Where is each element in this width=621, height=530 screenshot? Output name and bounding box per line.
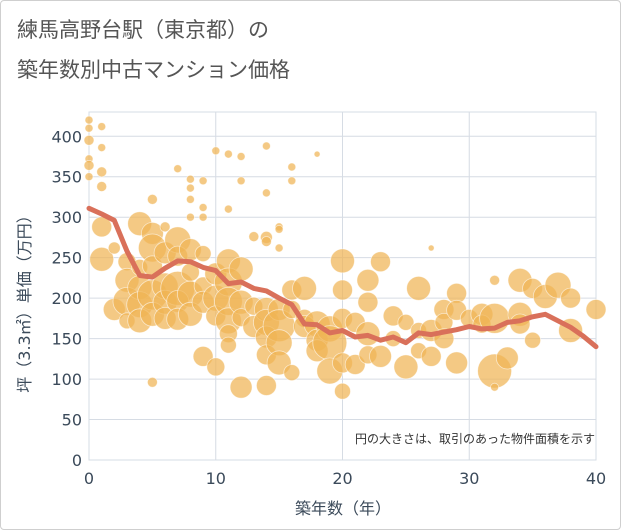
data-point [185, 212, 195, 222]
size-legend-note: 円の大きさは、取引のあった物件面積を示す [355, 431, 595, 446]
data-point [356, 268, 380, 292]
data-point [495, 346, 519, 370]
data-point [97, 143, 107, 153]
data-point [185, 174, 195, 184]
y-tick-label: 350 [51, 168, 82, 187]
data-point [427, 244, 435, 252]
data-point [292, 275, 317, 301]
data-point [560, 287, 581, 309]
chart-title-line2: 築年数別中古マンション価格 [17, 58, 290, 82]
data-point [146, 193, 158, 205]
data-point [283, 364, 301, 382]
y-axis-title: 坪（3.3㎡）単価（万円） [15, 207, 34, 392]
data-point [89, 246, 115, 272]
y-tick-label: 150 [51, 330, 82, 349]
data-point [185, 194, 195, 204]
data-point [524, 331, 541, 349]
data-point [330, 248, 355, 274]
data-point [159, 221, 171, 233]
data-point [236, 176, 246, 186]
data-point [83, 159, 95, 171]
data-point [369, 344, 392, 368]
data-point [84, 123, 94, 133]
y-tick-labels: 0 50 100 150 200 250 300 350 400 [51, 127, 82, 470]
data-point [287, 162, 297, 172]
data-point [146, 376, 158, 388]
data-point [393, 354, 419, 380]
data-point [97, 122, 107, 131]
data-point [173, 164, 183, 174]
grid-lines [88, 111, 597, 461]
data-point [211, 146, 221, 156]
data-point [406, 275, 432, 301]
data-point [91, 216, 113, 238]
data-point [332, 279, 353, 301]
data-point [194, 245, 212, 263]
data-point [223, 204, 233, 214]
data-point [236, 152, 246, 161]
data-point [313, 150, 321, 158]
data-point [228, 256, 254, 282]
data-point [287, 176, 297, 186]
data-point [260, 236, 272, 247]
x-tick-label: 10 [206, 469, 226, 488]
data-point [223, 149, 233, 159]
y-tick-label: 50 [62, 411, 82, 430]
data-point [206, 357, 226, 377]
data-point [185, 183, 195, 193]
data-point [370, 251, 391, 273]
data-point [84, 115, 94, 125]
x-axis-title: 築年数（年） [295, 499, 391, 518]
data-point [334, 382, 351, 400]
data-point [219, 336, 237, 354]
y-tick-label: 100 [51, 370, 82, 389]
x-tick-label: 20 [332, 469, 352, 488]
data-point [83, 134, 95, 146]
chart-title-line1: 練馬高野台駅（東京都）の [17, 18, 269, 42]
data-point [255, 375, 277, 396]
data-point [445, 351, 469, 375]
data-point [198, 176, 208, 186]
y-tick-label: 0 [72, 451, 82, 470]
y-tick-label: 200 [51, 289, 82, 308]
x-tick-label: 0 [84, 469, 94, 488]
data-point [490, 382, 500, 392]
data-point [96, 166, 108, 178]
data-point [198, 203, 208, 212]
data-point [261, 188, 271, 198]
data-point [261, 141, 271, 151]
y-tick-label: 400 [51, 127, 82, 146]
data-point [192, 345, 214, 367]
x-tick-labels: 0 10 20 30 40 [84, 469, 606, 488]
data-point [357, 291, 379, 313]
data-point [229, 375, 253, 399]
data-point [274, 224, 284, 234]
y-tick-label: 250 [51, 249, 82, 268]
y-tick-label: 300 [51, 208, 82, 227]
data-point [397, 313, 415, 331]
data-point [198, 212, 208, 222]
x-tick-label: 40 [586, 469, 606, 488]
data-point [489, 274, 501, 286]
data-point [585, 299, 607, 320]
data-point [248, 231, 260, 243]
data-point [420, 345, 442, 367]
data-point [274, 243, 284, 253]
trend-line [86, 205, 599, 350]
data-point [96, 181, 108, 192]
data-point [84, 172, 94, 182]
data-point [107, 241, 121, 255]
x-tick-label: 30 [459, 469, 479, 488]
